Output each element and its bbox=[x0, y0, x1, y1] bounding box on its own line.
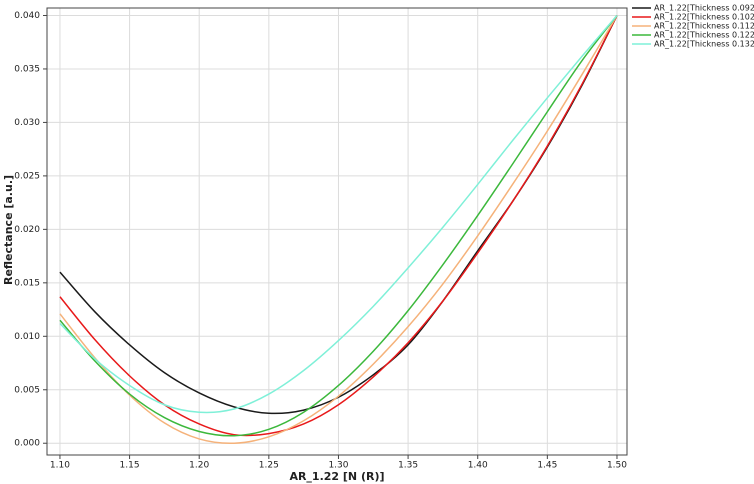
y-tick-label: 0.010 bbox=[14, 332, 40, 342]
y-tick-label: 0.025 bbox=[14, 171, 40, 181]
x-tick-label: 1.45 bbox=[537, 461, 557, 471]
x-tick-label: 1.35 bbox=[398, 461, 418, 471]
data-line bbox=[59, 15, 618, 437]
y-tick-label: 0.015 bbox=[14, 278, 40, 288]
y-tick-label: 0.005 bbox=[14, 385, 40, 395]
data-line bbox=[59, 14, 618, 414]
x-tick-label: 1.25 bbox=[259, 461, 279, 471]
x-tick-label: 1.10 bbox=[50, 461, 70, 471]
x-tick-label: 1.50 bbox=[607, 461, 627, 471]
x-tick-label: 1.20 bbox=[189, 461, 209, 471]
y-tick-label: 0.040 bbox=[14, 11, 40, 21]
legend-text: AR_1.22[Thickness 0.1127] bbox=[654, 22, 754, 31]
legend-text: AR_1.22[Thickness 0.0927] bbox=[654, 4, 754, 13]
x-tick-label: 1.15 bbox=[120, 461, 140, 471]
x-tick-label: 1.40 bbox=[468, 461, 488, 471]
data-line bbox=[59, 15, 618, 437]
y-tick-label: 0.030 bbox=[14, 118, 40, 128]
y-tick-label: 0.020 bbox=[14, 225, 40, 235]
legend-text: AR_1.22[Thickness 0.1227] bbox=[654, 31, 754, 40]
x-axis-title: AR_1.22 [N (R)] bbox=[289, 470, 384, 483]
y-tick-label: 0.035 bbox=[14, 64, 40, 74]
x-tick-label: 1.30 bbox=[328, 461, 348, 471]
y-axis-title: Reflectance [a.u.] bbox=[2, 175, 15, 285]
plot-frame bbox=[46, 7, 628, 456]
y-tick-label: 0.000 bbox=[14, 439, 40, 449]
legend-text: AR_1.22[Thickness 0.1027] bbox=[654, 13, 754, 22]
data-line bbox=[59, 15, 618, 445]
legend-text: AR_1.22[Thickness 0.1327] bbox=[654, 40, 754, 49]
